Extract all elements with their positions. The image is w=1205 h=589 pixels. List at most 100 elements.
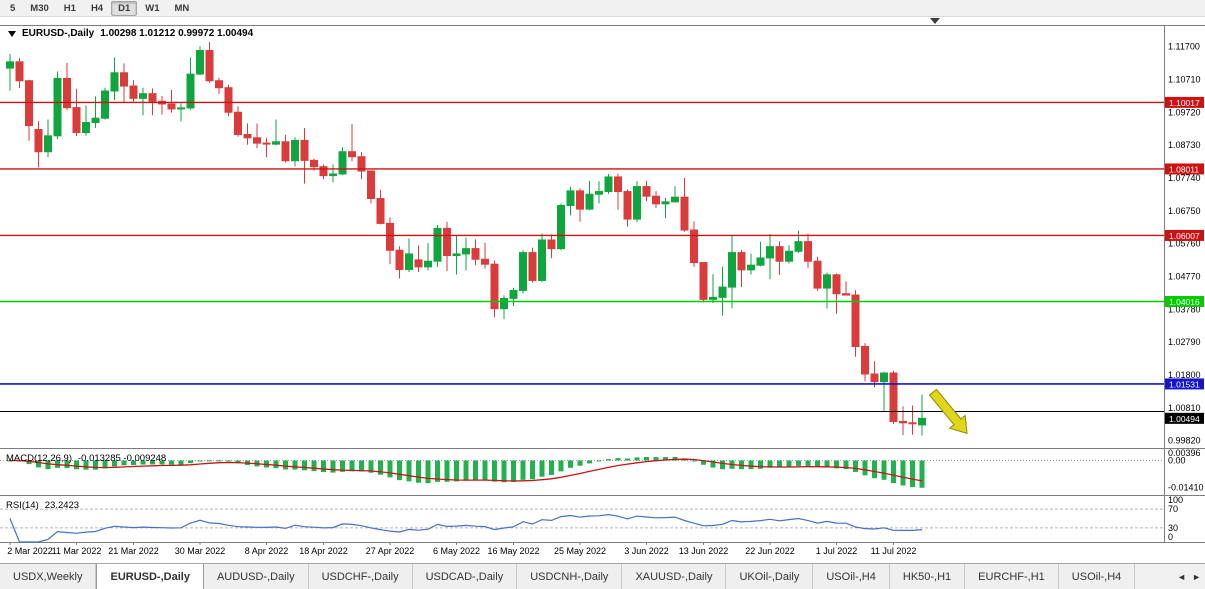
candle-body [576,190,584,210]
timeframe-button-mn[interactable]: MN [174,2,190,14]
candle-body [680,196,689,231]
macd-histogram-bar [140,460,146,465]
macd-histogram-bar [596,460,602,462]
macd-histogram-bar [701,460,706,465]
macd-histogram-bar [387,460,393,478]
tabs-scroll-right-button[interactable]: ► [1192,571,1201,582]
timeframe-button-h1[interactable]: H1 [63,2,76,14]
chart-tab-audusd-daily[interactable]: AUDUSD-,Daily [203,564,309,589]
candle-body [167,103,176,110]
level-price-tag-text: 1.06007 [1169,231,1200,241]
macd-histogram-bar [748,460,754,470]
candle-body [728,252,736,288]
chart-tab-usdx-weekly[interactable]: USDX,Weekly [0,564,97,589]
candle-body [481,258,489,265]
down-right-arrow-icon [928,388,968,435]
macd-histogram-bar [131,460,136,466]
chart-tab-usdchf-daily[interactable]: USDCHF-,Daily [308,564,413,589]
candle-body [291,139,299,162]
candle-body [690,229,698,264]
candle-body [509,289,518,299]
chart-tab-usoil-h4[interactable]: USOil-,H4 [1058,564,1136,589]
price-axis-label: 1.10710 [1168,74,1201,84]
candle-body [262,142,271,145]
chart-tab-usdcad-daily[interactable]: USDCAD-,Daily [412,564,518,589]
timeframe-button-w1[interactable]: W1 [145,2,160,14]
candle-body [310,159,318,168]
macd-histogram-bar [606,459,611,461]
macd-histogram-bar [463,460,469,481]
macd-indicator-header: MACD(12,26,9) -0.013285 -0.009248 [6,453,166,464]
price-axis-label: 1.00810 [1168,403,1201,413]
timeframe-button-d1[interactable]: D1 [111,0,138,16]
candle-body [15,61,24,82]
macd-histogram-bar [653,457,659,461]
level-price-tag [1165,378,1204,390]
timeframe-button-m30[interactable]: M30 [30,2,49,14]
macd-histogram-bar [520,460,526,480]
candle-body [186,73,195,109]
macd-histogram-bar [45,460,51,470]
chart-tab-ukoil-daily[interactable]: UKOil-,Daily [726,564,814,589]
timeframe-button-h4[interactable]: H4 [90,2,104,14]
level-price-tag [1165,96,1204,108]
candle-body [471,248,480,260]
macd-histogram-bar [64,460,70,469]
chart-window: 1.11700 1.10710 1.09720 1.08730 1.07740 1.067… [0,17,1205,563]
symbol-dropdown-icon[interactable] [8,30,16,37]
chart-tab-usoil-h4[interactable]: USOil-,H4 [813,564,890,589]
date-axis-label: 18 Apr 2022 [299,546,348,556]
macd-histogram-bar [169,460,174,465]
macd-histogram-bar [777,460,782,468]
macd-histogram-bar [178,460,184,465]
price-axis-label: 0.99820 [1168,436,1201,446]
chart-tab-usdcnh-daily[interactable]: USDCNH-,Daily [517,564,623,589]
chart-tab-hk50-h1[interactable]: HK50-,H1 [889,564,966,589]
macd-histogram-bar [311,460,317,472]
price-axis-label: 1.11700 [1168,42,1200,52]
chart-title: EURUSD-,Daily 1.00298 1.01212 0.99972 1.… [8,28,253,39]
macd-histogram-bar [482,460,488,481]
macd-histogram-bar [587,460,592,464]
macd-histogram-bar [625,458,630,461]
timeframe-button-5[interactable]: 5 [10,2,16,14]
candle-body [120,72,128,87]
macd-histogram-bar [919,460,925,488]
candle-body [215,80,223,89]
macd-histogram-bar [283,460,288,470]
candle-body [718,286,727,298]
macd-histogram-bar [473,460,478,481]
macd-histogram-bar [530,460,535,480]
macd-histogram-bar [226,460,231,462]
candle-body [101,90,109,119]
chart-tab-eurusd-daily[interactable]: EURUSD-,Daily [96,564,204,589]
candlestick-chart-canvas[interactable]: 1.11700 1.10710 1.09720 1.08730 1.07740 1.067… [0,17,1205,563]
chart-tab-xauusd-daily[interactable]: XAUUSD-,Daily [622,564,727,589]
rsi-indicator-header: RSI(14) 23.2423 [6,500,79,511]
candle-body [604,176,613,193]
macd-histogram-bar [150,460,155,465]
candle-body [6,61,14,69]
candle-body [386,222,394,251]
macd-histogram-bar [615,458,621,461]
candle-body [870,373,879,383]
candle-body [338,151,347,175]
candle-body [224,87,233,113]
candle-body [557,204,565,250]
candle-body [519,252,527,291]
candle-body [281,141,290,162]
macd-histogram-bar [378,460,383,475]
level-price-tag-text: 1.10017 [1169,98,1200,108]
macd-histogram-bar [558,460,564,472]
tab-scroll-controls: ◄ ► [1173,564,1205,589]
tabs-scroll-left-button[interactable]: ◄ [1177,571,1187,582]
chart-tab-eurchf-h1[interactable]: EURCHF-,H1 [965,564,1059,589]
candle-body [538,239,546,281]
level-price-tag [1165,163,1204,175]
macd-histogram-bar [824,460,830,468]
candle-body [709,296,717,300]
date-axis-label: 8 Apr 2022 [245,546,289,556]
date-axis-label: 6 May 2022 [433,546,480,556]
candle-body [842,293,850,296]
price-axis-label: 1.05760 [1168,239,1201,249]
